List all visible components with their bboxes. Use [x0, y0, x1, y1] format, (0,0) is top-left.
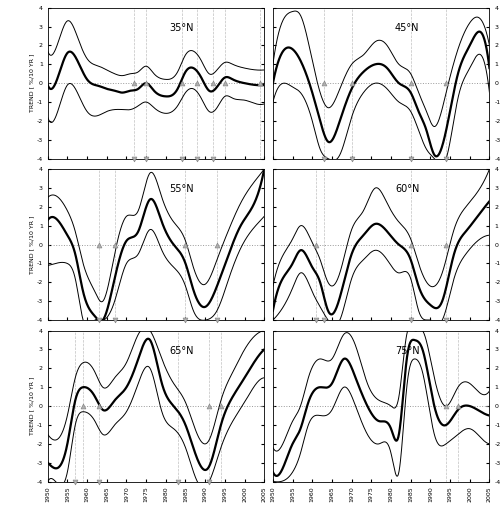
Text: 45°N: 45°N: [394, 23, 418, 33]
Text: 75°N: 75°N: [394, 346, 419, 356]
Y-axis label: TREND [ %/10 YR ]: TREND [ %/10 YR ]: [30, 377, 35, 435]
Text: 55°N: 55°N: [169, 184, 194, 194]
Text: 35°N: 35°N: [169, 23, 194, 33]
Text: 65°N: 65°N: [169, 346, 194, 356]
Text: 60°N: 60°N: [394, 184, 418, 194]
Y-axis label: TREND [ %/10 YR ]: TREND [ %/10 YR ]: [30, 215, 35, 274]
Y-axis label: TREND [ %/10 YR ]: TREND [ %/10 YR ]: [30, 54, 35, 112]
